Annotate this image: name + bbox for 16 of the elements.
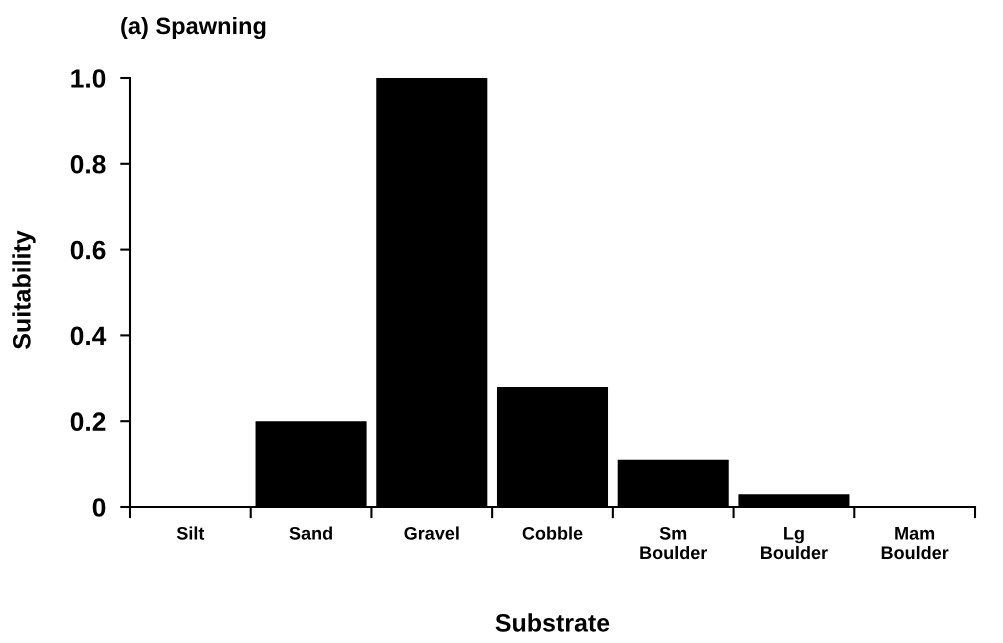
x-tick-label: Cobble xyxy=(522,526,583,540)
x-axis-title: Substrate xyxy=(495,613,610,632)
y-tick-label: 1.0 xyxy=(71,69,106,88)
x-tick-label: Mam Boulder xyxy=(881,527,949,560)
x-tick-label: Sand xyxy=(289,526,332,540)
y-tick-label: 0.8 xyxy=(70,154,106,174)
y-tick-label: 0.2 xyxy=(70,412,106,432)
x-tick-label: Lg Boulder xyxy=(761,527,828,560)
x-tick-label: Sm Boulder xyxy=(640,526,708,560)
chart-title: (a) Spawning xyxy=(121,16,266,40)
x-tick-label: Gravel xyxy=(404,526,459,540)
y-tick-label: 0 xyxy=(92,498,106,517)
y-tick-label: 0.4 xyxy=(70,326,107,346)
y-axis-title: Suitability xyxy=(12,230,36,350)
y-tick-label: 0.6 xyxy=(70,240,106,260)
x-tick-label: Silt xyxy=(176,526,205,540)
